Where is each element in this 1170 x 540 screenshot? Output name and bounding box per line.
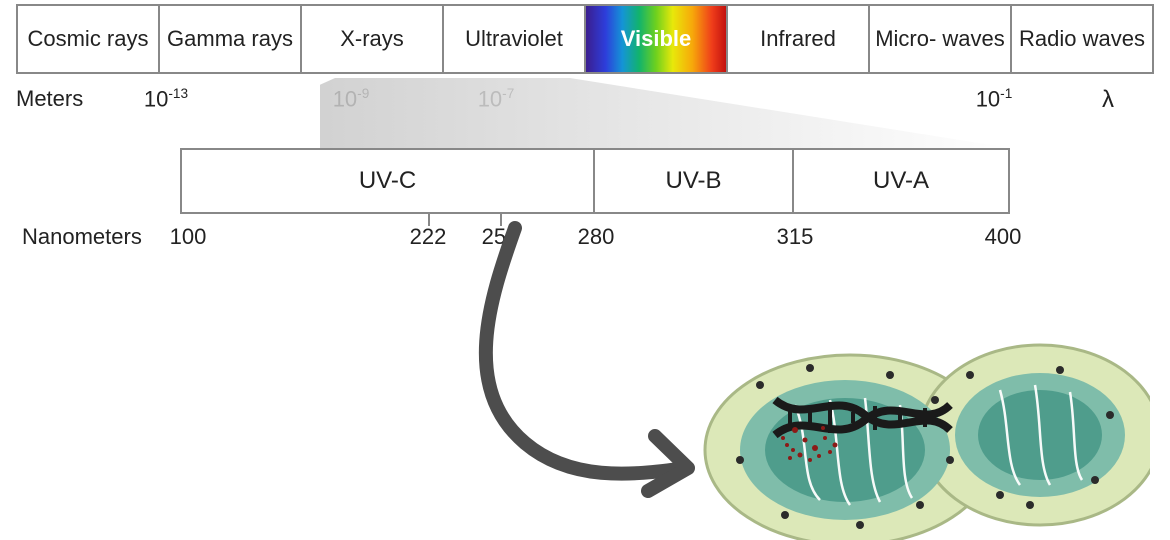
zoom-wedge xyxy=(320,78,1010,148)
band-visible: Visible xyxy=(586,6,728,72)
nm-tick: 222 xyxy=(410,224,447,250)
band-infrared: Infrared xyxy=(728,6,870,72)
nm-tick: 400 xyxy=(985,224,1022,250)
band-uv-b: UV-B xyxy=(595,150,794,212)
nm-tick: 100 xyxy=(170,224,207,250)
nanometers-label: Nanometers xyxy=(22,224,142,250)
nm-tick: 280 xyxy=(578,224,615,250)
band-gamma-rays: Gamma rays xyxy=(160,6,302,72)
nm-tick: 315 xyxy=(777,224,814,250)
lambda-symbol: λ xyxy=(1102,86,1114,114)
band-microwaves: Micro- waves xyxy=(870,6,1012,72)
cell-dna-damage-illustration xyxy=(700,330,1150,540)
band-radio-waves: Radio waves xyxy=(1012,6,1152,72)
meters-label: Meters xyxy=(16,86,83,112)
meters-tick: 10-13 xyxy=(144,86,188,112)
band-cosmic-rays: Cosmic rays xyxy=(18,6,160,72)
nm-tick: 254 xyxy=(482,224,519,250)
band-uv-c: UV-C xyxy=(182,150,595,212)
band-ultraviolet: Ultraviolet xyxy=(444,6,586,72)
band-x-rays: X-rays xyxy=(302,6,444,72)
band-uv-a: UV-A xyxy=(794,150,1008,212)
em-spectrum-row: Cosmic rays Gamma rays X-rays Ultraviole… xyxy=(16,4,1154,74)
uv-row: UV-C UV-B UV-A xyxy=(180,148,1010,214)
